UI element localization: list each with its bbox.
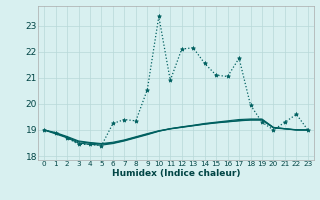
X-axis label: Humidex (Indice chaleur): Humidex (Indice chaleur) bbox=[112, 169, 240, 178]
